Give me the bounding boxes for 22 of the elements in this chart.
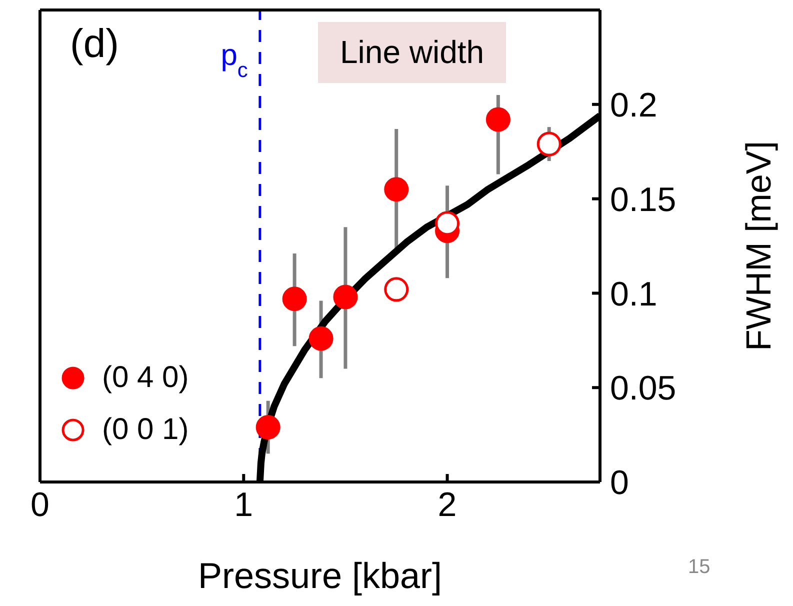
point [384,177,409,202]
annotation: Line width [318,22,506,83]
y-axis-title: FWHM [meV] [739,141,778,351]
x-tick-label: 0 [30,486,50,524]
x-axis-title: Pressure [kbar] [198,555,442,596]
y-tick-label: 0.1 [610,275,658,314]
y-tick-label: 0.15 [610,180,676,219]
point [333,284,358,310]
point [536,132,562,156]
x-tick-label: 2 [438,486,457,524]
point [256,415,280,440]
legend-label: (0 0 1) [102,413,189,447]
point [486,107,510,132]
legend-label: (0 4 0) [102,361,189,395]
point [282,286,307,312]
y-tick-label: 0.05 [610,370,676,408]
point [308,326,334,351]
text: 15 [688,556,710,579]
x-tick-label: 1 [234,486,254,524]
y-tick-label: 0.2 [610,86,658,124]
chart-title: (d) [70,22,119,67]
ref-line-label: p$_{c}$ [220,39,248,82]
